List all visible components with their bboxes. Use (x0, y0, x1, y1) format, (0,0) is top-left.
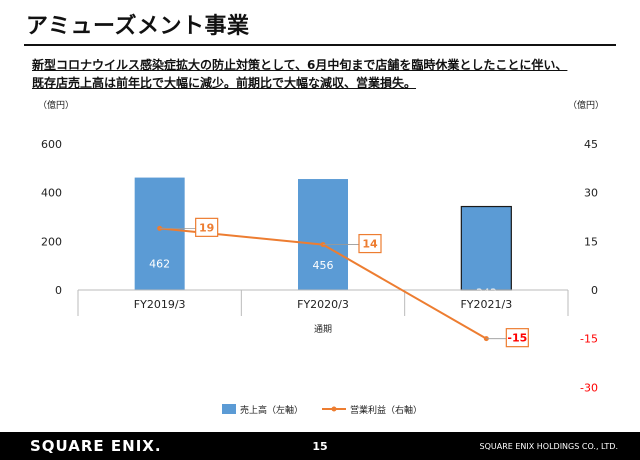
bar-FY2020/3 (298, 179, 348, 290)
right-tick-label: 15 (584, 235, 598, 248)
legend-marker-profit (331, 406, 337, 412)
legend-swatch-revenue (222, 404, 236, 414)
left-tick-label: 400 (41, 187, 62, 200)
right-tick-label: 30 (584, 187, 598, 200)
subtitle-line-1: 新型コロナウイルス感染症拡大の防止対策として、6月中旬まで店舗を臨時休業としたこ… (32, 58, 568, 72)
bar-value-label: 456 (313, 259, 334, 272)
footer-company: SQUARE ENIX HOLDINGS CO., LTD. (479, 442, 618, 451)
left-tick-label: 0 (55, 284, 62, 297)
profit-value-label: -15 (507, 332, 527, 345)
left-tick-label: 600 (41, 138, 62, 151)
legend-label-profit: 営業利益（右軸） (350, 404, 422, 416)
category-label: FY2019/3 (134, 298, 186, 311)
bar-value-label: 462 (149, 258, 170, 271)
right-tick-label: 0 (591, 284, 598, 297)
bar-FY2021/3 (460, 205, 512, 291)
right-tick-label: -30 (580, 381, 598, 394)
callout-box (505, 328, 529, 348)
title-divider (24, 44, 616, 46)
left-tick-label: 200 (41, 235, 62, 248)
right-tick-label: -15 (580, 333, 598, 346)
category-label: FY2021/3 (460, 298, 512, 311)
profit-value-label: 19 (199, 221, 214, 234)
page-title: アミューズメント事業 (26, 14, 250, 39)
legend-label-revenue: 売上高（左軸） (240, 404, 303, 416)
bar-FY2019/3 (134, 177, 185, 290)
right-axis-unit: （億円） (568, 99, 604, 111)
callout-box (358, 233, 382, 254)
category-label: FY2020/3 (297, 298, 349, 311)
left-axis-unit: （億円） (38, 99, 74, 111)
profit-value-label: 14 (362, 238, 378, 251)
subtitle-line-2: 既存店売上高は前年比で大幅に減少。前期比で大幅な減収、営業損失。 (32, 76, 417, 90)
right-tick-label: 45 (584, 138, 598, 151)
page-number: 15 (312, 440, 328, 453)
footer-bar (0, 432, 640, 460)
x-axis-label: 通期 (314, 324, 332, 335)
callout-box (195, 217, 219, 237)
footer-logo: SQUARE ENIX. (30, 437, 162, 455)
